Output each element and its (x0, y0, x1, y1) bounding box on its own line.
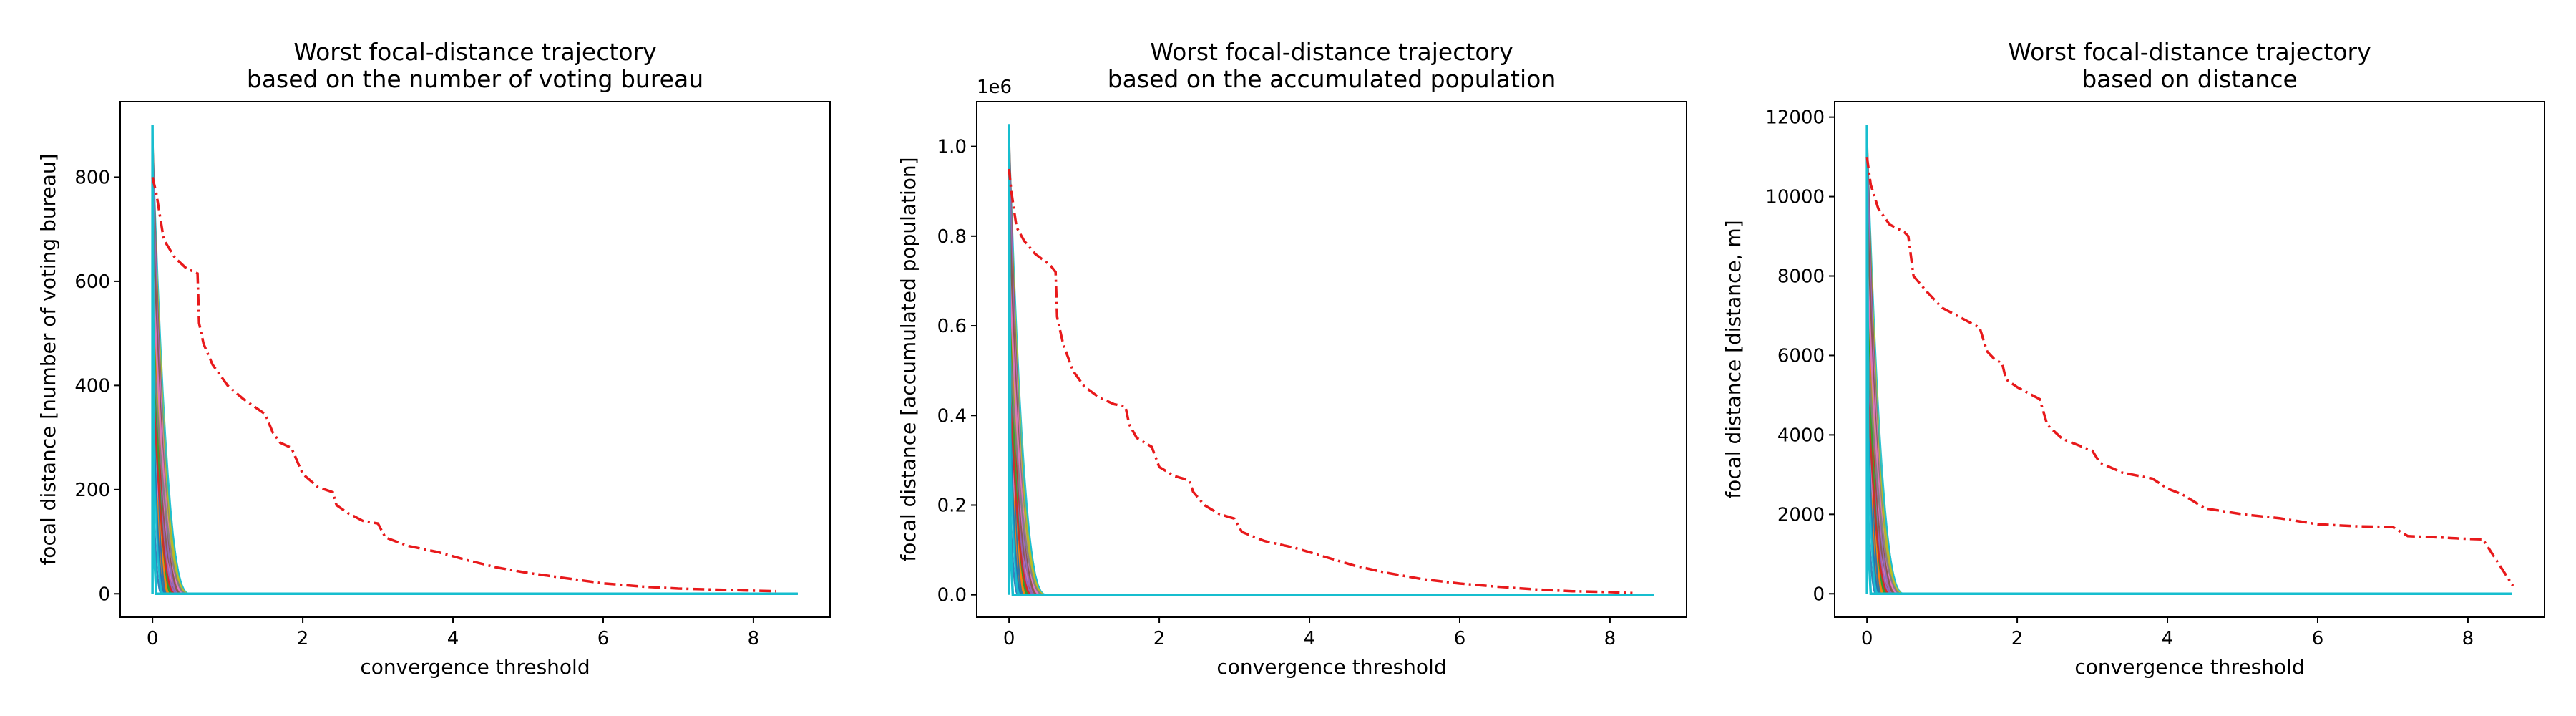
y-tick-label: 1.0 (937, 137, 967, 158)
trajectory-line (151, 365, 798, 595)
y-tick-label: 0 (98, 584, 110, 605)
y-tick-label: 0.2 (937, 495, 967, 516)
x-tick-label: 8 (1604, 628, 1616, 649)
trajectory-line (1865, 331, 2512, 595)
trajectory-line (1008, 124, 1654, 596)
x-tick-label: 2 (2011, 628, 2024, 649)
chart-title-line-2: based on the accumulated population (1108, 65, 1556, 93)
x-tick-label: 6 (2312, 628, 2324, 649)
y-tick-label: 0.8 (937, 226, 967, 248)
trajectory-line (1008, 331, 1654, 596)
y-tick-label: 400 (74, 375, 110, 397)
trajectory-line (151, 125, 798, 596)
y-tick-label: 8000 (1777, 266, 1825, 288)
x-tick-label: 8 (2462, 628, 2474, 649)
y-axis-label: focal distance [accumulated population] (897, 157, 920, 561)
trajectory-line (1865, 365, 2512, 595)
trajectory-line (1008, 308, 1654, 596)
x-tick-label: 6 (597, 628, 610, 649)
y-axis-offset-label: 1e6 (977, 77, 1012, 98)
x-tick-label: 4 (2162, 628, 2174, 649)
trajectory-line (1865, 309, 2512, 595)
x-tick-label: 8 (748, 628, 760, 649)
x-axis-label: convergence threshold (1216, 655, 1446, 679)
trajectory-line (1865, 125, 2512, 596)
y-axis-ticks: 0 200 400 600 800 (74, 167, 120, 605)
y-tick-label: 12000 (1765, 107, 1825, 129)
y-tick-label: 10000 (1765, 187, 1825, 208)
y-tick-label: 200 (74, 480, 110, 501)
y-axis-ticks: 0 2000 4000 6000 8000 10000 12000 (1765, 107, 1835, 605)
trajectory-line (1008, 365, 1654, 596)
y-axis-label: focal distance [distance, m] (1722, 220, 1745, 498)
y-tick-label: 800 (74, 167, 110, 188)
axes-frame (119, 101, 831, 618)
plot-area (151, 125, 798, 596)
x-axis-label: convergence threshold (360, 655, 590, 679)
y-tick-label: 4000 (1777, 425, 1825, 446)
worst-trajectory-line (151, 177, 776, 593)
x-tick-label: 4 (1304, 628, 1316, 649)
plot-area (1008, 124, 1654, 596)
y-tick-label: 0 (1813, 584, 1825, 605)
chart-title-line-1: Worst focal-distance trajectory (2008, 38, 2371, 66)
chart-panel-accumulated-population: Worst focal-distance trajectory based on… (897, 38, 1687, 679)
x-tick-label: 2 (297, 628, 309, 649)
x-tick-label: 0 (1003, 628, 1015, 649)
x-axis-label: convergence threshold (2074, 655, 2304, 679)
chart-title-line-1: Worst focal-distance trajectory (1150, 38, 1513, 66)
x-tick-label: 0 (147, 628, 159, 649)
chart-panel-distance: Worst focal-distance trajectory based on… (1722, 38, 2545, 679)
y-tick-label: 6000 (1777, 345, 1825, 367)
chart-title-line-2: based on distance (2082, 65, 2298, 93)
y-axis-ticks: 0.0 0.2 0.4 0.6 0.8 1.0 (937, 137, 977, 606)
x-axis-ticks: 0 2 4 6 8 (1861, 617, 2474, 649)
chart-title-line-1: Worst focal-distance trajectory (293, 38, 656, 66)
chart-title-line-2: based on the number of voting bureau (247, 65, 703, 93)
y-tick-label: 0.6 (937, 316, 967, 337)
x-tick-label: 4 (447, 628, 459, 649)
trajectory-line (151, 309, 798, 595)
x-axis-ticks: 0 2 4 6 8 (147, 617, 759, 649)
y-tick-label: 2000 (1777, 504, 1825, 526)
y-tick-label: 600 (74, 271, 110, 293)
x-tick-label: 6 (1454, 628, 1466, 649)
axes-frame (1834, 101, 2545, 618)
x-tick-label: 2 (1153, 628, 1166, 649)
axes-frame (976, 101, 1687, 618)
chart-panel-voting-bureau: Worst focal-distance trajectory based on… (36, 38, 831, 679)
y-tick-label: 0.0 (937, 585, 967, 606)
worst-trajectory-line (1865, 156, 2514, 587)
y-tick-label: 0.4 (937, 405, 967, 427)
trajectory-line (151, 331, 798, 595)
x-axis-ticks: 0 2 4 6 8 (1003, 617, 1616, 649)
worst-trajectory-line (1008, 168, 1633, 594)
x-tick-label: 0 (1861, 628, 1873, 649)
y-axis-label: focal distance [number of voting bureau] (36, 153, 60, 565)
plot-area (1865, 125, 2514, 596)
